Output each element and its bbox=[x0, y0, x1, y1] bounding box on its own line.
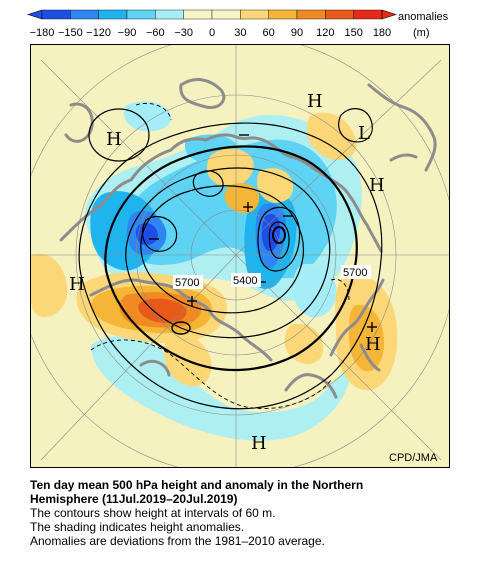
colorbar-segment bbox=[240, 9, 269, 20]
graticule bbox=[31, 45, 449, 467]
colorbar-tick-label: 180 bbox=[373, 27, 391, 39]
colorbar-min-arrow bbox=[27, 9, 43, 20]
caption-line: The contours show height at intervals of… bbox=[30, 506, 276, 520]
high-pressure-label: H bbox=[106, 129, 122, 150]
colorbar-segment bbox=[155, 9, 184, 20]
credit-label: CPD/JMA bbox=[389, 452, 438, 464]
colorbar-unit-line2: (m) bbox=[413, 27, 430, 39]
polar-map: H H H H H H L 5700 5400 5700 bbox=[31, 45, 449, 467]
colorbar-tick-label: −30 bbox=[174, 27, 193, 39]
colorbar-max-arrow bbox=[381, 9, 397, 20]
colorbar-segment bbox=[296, 9, 326, 20]
contour-value-label: 5700 bbox=[343, 267, 367, 279]
colorbar-segment bbox=[98, 9, 128, 20]
colorbar-segment bbox=[211, 9, 241, 20]
colorbar-tick-label: 120 bbox=[316, 27, 334, 39]
colorbar-unit-line1: anomalies bbox=[398, 11, 449, 23]
contour-label-box bbox=[341, 265, 371, 279]
colorbar-tick-label: 60 bbox=[263, 27, 275, 39]
high-pressure-label: H bbox=[365, 334, 381, 355]
colorbar-tick-label: 0 bbox=[209, 27, 215, 39]
colorbar-tick-label: 90 bbox=[291, 27, 303, 39]
map-panel: H H H H H H L 5700 5400 5700 bbox=[30, 44, 450, 468]
dashed-contours bbox=[90, 102, 350, 409]
contour-label-box bbox=[173, 275, 203, 289]
colorbar-graphic: −180 −150 −120 −90 −60 −30 0 30 60 90 120 150 180 an… bbox=[27, 9, 449, 39]
high-pressure-label: H bbox=[307, 91, 323, 112]
colorbar-tick-label: 150 bbox=[344, 27, 362, 39]
caption: Ten day mean 500 hPa height and anomaly … bbox=[30, 478, 470, 548]
high-pressure-label: H bbox=[69, 274, 85, 295]
high-pressure-label: H bbox=[251, 433, 267, 454]
caption-title-line2: Hemisphere (11Jul.2019–20Jul.2019) bbox=[30, 492, 238, 506]
high-pressure-label: H bbox=[369, 175, 385, 196]
colorbar-tick-label: −60 bbox=[146, 27, 165, 39]
caption-line: Anomalies are deviations from the 1981–2… bbox=[30, 534, 325, 548]
colorbar-tick-label: −180 bbox=[30, 27, 55, 39]
colorbar-tick-label: −120 bbox=[86, 27, 111, 39]
caption-line: The shading indicates height anomalies. bbox=[30, 520, 245, 534]
colorbar-segment bbox=[325, 9, 354, 20]
colorbar: −180 −150 −120 −90 −60 −30 0 30 60 90 120 150 180 an… bbox=[0, 0, 480, 44]
height-contours bbox=[78, 108, 383, 410]
contour-value-label: 5400 bbox=[233, 275, 257, 287]
colorbar-segment bbox=[183, 9, 213, 20]
low-pressure-label: L bbox=[358, 123, 370, 144]
contour-value-label: 5700 bbox=[175, 277, 199, 289]
caption-title-line1: Ten day mean 500 hPa height and anomaly … bbox=[30, 478, 364, 492]
colorbar-segment bbox=[353, 9, 383, 20]
colorbar-segment bbox=[41, 9, 71, 20]
colorbar-tick-label: 30 bbox=[234, 27, 246, 39]
contour-label-box bbox=[231, 273, 261, 287]
colorbar-segment bbox=[70, 9, 99, 20]
colorbar-tick-label: −90 bbox=[118, 27, 137, 39]
anomaly-center-markers bbox=[149, 134, 377, 332]
colorbar-segment bbox=[268, 9, 298, 20]
colorbar-segment bbox=[126, 9, 156, 20]
colorbar-tick-label: −150 bbox=[58, 27, 83, 39]
